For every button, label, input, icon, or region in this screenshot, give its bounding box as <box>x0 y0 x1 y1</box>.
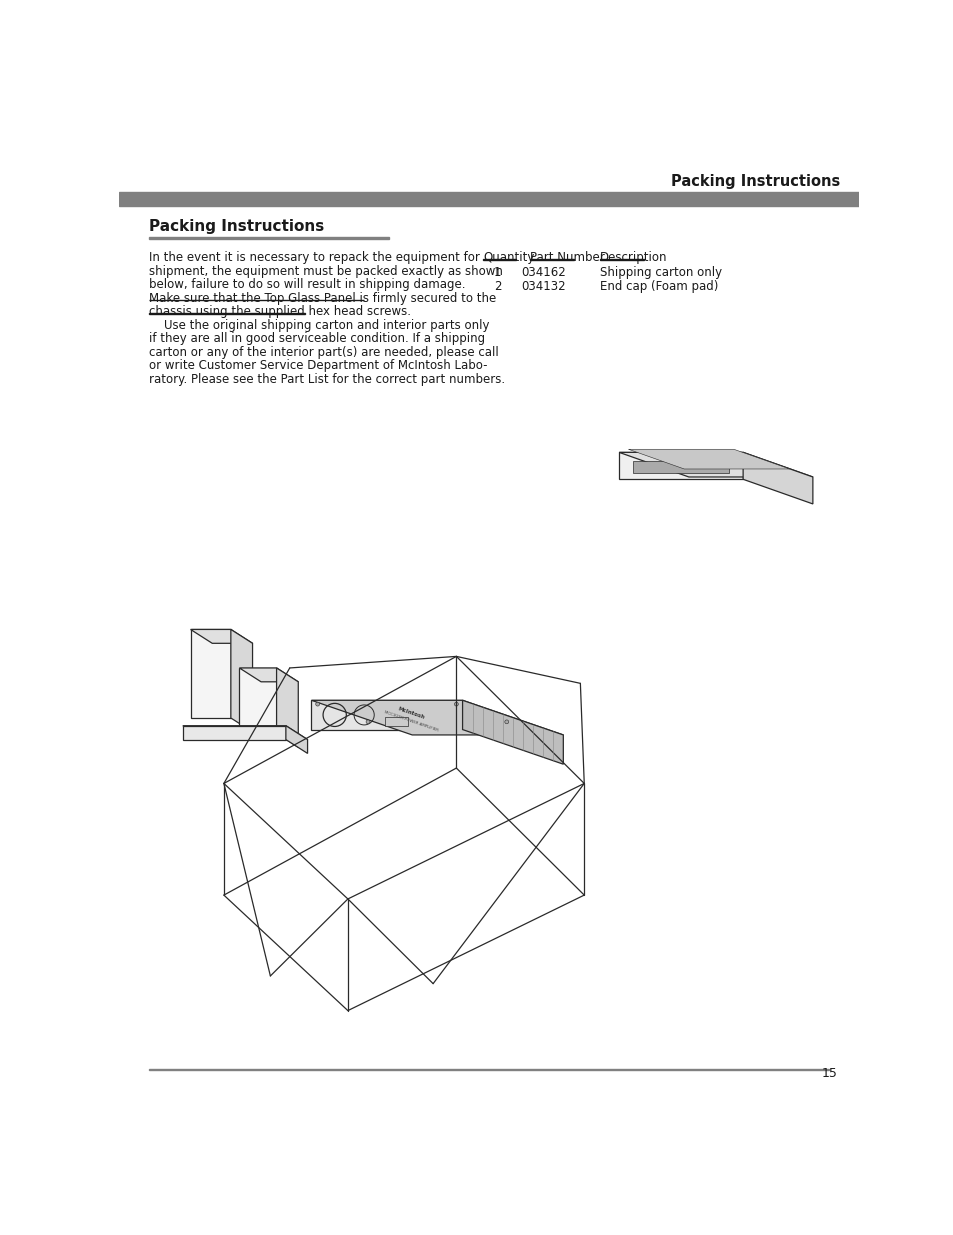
Polygon shape <box>628 450 789 469</box>
Text: Use the original shipping carton and interior parts only: Use the original shipping carton and int… <box>149 319 489 332</box>
Bar <box>385 718 408 726</box>
Polygon shape <box>191 630 231 718</box>
Text: ratory. Please see the Part List for the correct part numbers.: ratory. Please see the Part List for the… <box>149 373 504 385</box>
Polygon shape <box>462 700 562 764</box>
Text: carton or any of the interior part(s) are needed, please call: carton or any of the interior part(s) ar… <box>149 346 497 358</box>
Text: McIntosh: McIntosh <box>396 706 425 720</box>
Polygon shape <box>618 452 812 477</box>
Text: Shipping carton only: Shipping carton only <box>599 267 721 279</box>
Text: End cap (Foam pad): End cap (Foam pad) <box>599 280 718 293</box>
Polygon shape <box>191 630 253 643</box>
Text: Quantity: Quantity <box>483 252 535 264</box>
Text: Packing Instructions: Packing Instructions <box>149 220 324 235</box>
Bar <box>633 461 728 473</box>
Polygon shape <box>286 726 307 753</box>
Polygon shape <box>239 668 298 682</box>
Text: shipment, the equipment must be packed exactly as shown: shipment, the equipment must be packed e… <box>149 264 502 278</box>
Polygon shape <box>742 452 812 504</box>
Bar <box>119 193 858 206</box>
Text: chassis using the supplied hex head screws.: chassis using the supplied hex head scre… <box>149 305 411 319</box>
Polygon shape <box>183 726 307 740</box>
Text: Make sure that the Top Glass Panel is firmly secured to the: Make sure that the Top Glass Panel is fi… <box>149 291 496 305</box>
Polygon shape <box>183 726 286 740</box>
Text: 034162: 034162 <box>521 267 566 279</box>
Text: below, failure to do so will result in shipping damage.: below, failure to do so will result in s… <box>149 278 465 291</box>
Circle shape <box>366 720 370 724</box>
Polygon shape <box>231 630 253 732</box>
Polygon shape <box>311 700 562 735</box>
Text: if they are all in good serviceable condition. If a shipping: if they are all in good serviceable cond… <box>149 332 484 346</box>
Bar <box>149 237 389 240</box>
Text: MCC302M POWER AMPLIFIER: MCC302M POWER AMPLIFIER <box>383 710 438 732</box>
Text: Part Number: Part Number <box>530 252 604 264</box>
Polygon shape <box>276 668 298 747</box>
Text: Packing Instructions: Packing Instructions <box>670 174 840 189</box>
Polygon shape <box>618 452 742 479</box>
Circle shape <box>504 720 508 724</box>
Text: In the event it is necessary to repack the equipment for: In the event it is necessary to repack t… <box>149 252 479 264</box>
Polygon shape <box>239 668 276 734</box>
Polygon shape <box>311 700 462 730</box>
Text: 034132: 034132 <box>521 280 566 293</box>
Text: 15: 15 <box>821 1067 836 1079</box>
Circle shape <box>454 703 457 706</box>
Circle shape <box>315 703 319 706</box>
Text: 2: 2 <box>494 280 500 293</box>
Text: or write Customer Service Department of McIntosh Labo-: or write Customer Service Department of … <box>149 359 487 372</box>
Text: Description: Description <box>599 252 666 264</box>
Text: 1: 1 <box>494 267 500 279</box>
